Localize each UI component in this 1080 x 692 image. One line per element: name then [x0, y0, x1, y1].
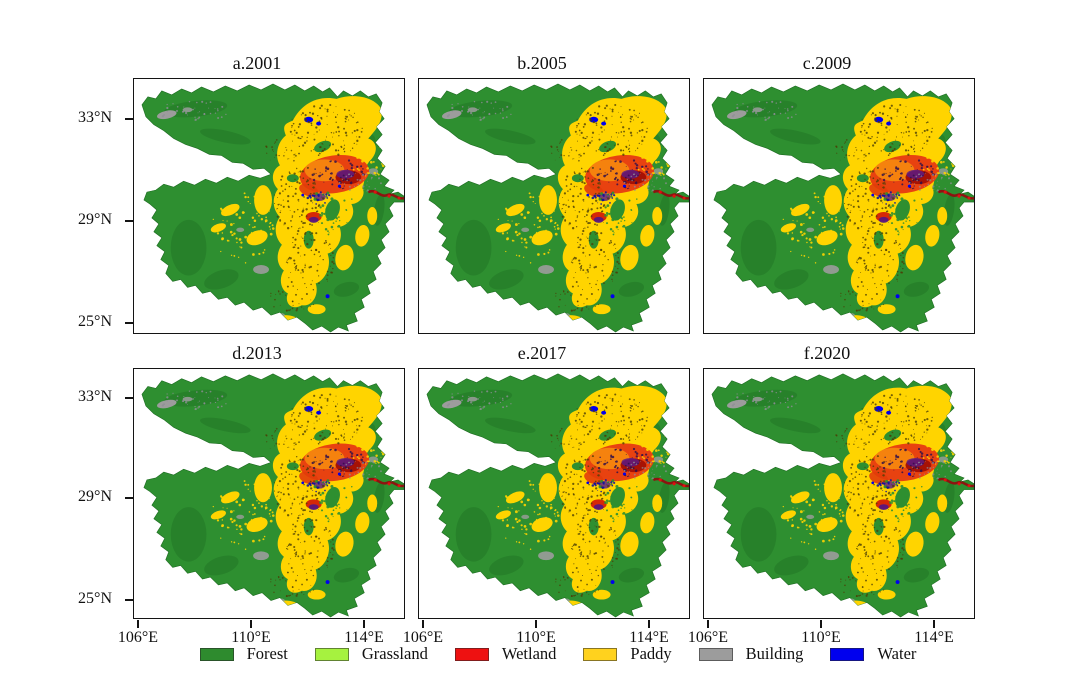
lat-tick-label: 33°N: [78, 109, 112, 126]
panel-title-a: a.2001: [232, 53, 282, 73]
lon-tick-label: 106°E: [687, 629, 729, 646]
lon-tick-label: 110°E: [231, 629, 271, 646]
legend-label: Paddy: [630, 644, 672, 663]
legend-label: Building: [745, 644, 804, 663]
legend-item-building: Building: [698, 644, 804, 663]
tick-mark: [137, 620, 139, 628]
tick-mark: [933, 620, 935, 628]
lat-tick-label: 29°N: [78, 211, 112, 228]
tick-mark: [125, 497, 133, 499]
lon-tick-label: 110°E: [801, 629, 841, 646]
tick-mark: [707, 620, 709, 628]
panel-title-d: d.2013: [232, 343, 282, 363]
panel-f: f.2020 106°E 110°E 114°E: [688, 343, 975, 646]
lon-tick-label: 106°E: [402, 629, 444, 646]
landcover-map-d: [134, 369, 404, 618]
lon-tick-label: 114°E: [629, 629, 669, 646]
legend-swatch-wetland: [454, 647, 489, 661]
lat-tick-label: 25°N: [78, 313, 112, 330]
legend-item-paddy: Paddy: [583, 644, 672, 663]
landcover-map-c: [704, 79, 974, 333]
tick-mark: [125, 118, 133, 120]
panel-title-e: e.2017: [517, 343, 567, 363]
legend-label: Water: [877, 644, 917, 663]
panel-b: b.2005: [418, 53, 690, 334]
legend-swatch-forest: [199, 647, 234, 661]
legend-item-water: Water: [830, 645, 916, 663]
panel-title-f: f.2020: [803, 343, 851, 363]
landcover-map-f: [704, 369, 974, 618]
legend-item-forest: Forest: [199, 644, 288, 663]
tick-mark: [648, 620, 650, 628]
legend-label: Grassland: [361, 644, 428, 663]
landcover-map-a: [134, 79, 404, 333]
legend-swatch-water: [830, 647, 865, 661]
tick-mark: [125, 220, 133, 222]
map-frame: [703, 368, 975, 619]
legend-item-grassland: Grassland: [314, 644, 428, 663]
map-frame: [133, 78, 405, 334]
tick-mark: [250, 620, 252, 628]
legend-item-wetland: Wetland: [454, 644, 557, 663]
landcover-map-e: [419, 369, 689, 618]
lon-tick-label: 114°E: [914, 629, 954, 646]
landcover-map-b: [419, 79, 689, 333]
legend-label: Forest: [246, 644, 288, 663]
map-frame: [418, 78, 690, 334]
panel-d: d.2013 33°N 29°N 25°N 106°E 110°E 114°E: [78, 343, 405, 646]
legend-swatch-paddy: [583, 647, 618, 661]
lat-tick-label: 25°N: [78, 590, 112, 607]
lat-tick-label: 29°N: [78, 488, 112, 505]
legend: Forest Grassland Wetland Paddy Building …: [18, 645, 1080, 663]
lon-tick-label: 106°E: [117, 629, 159, 646]
lat-tick-label: 33°N: [78, 388, 112, 405]
tick-mark: [125, 322, 133, 324]
lon-tick-label: 114°E: [344, 629, 384, 646]
lon-tick-label: 110°E: [516, 629, 556, 646]
panel-title-b: b.2005: [517, 53, 567, 73]
panel-title-c: c.2009: [802, 53, 852, 73]
map-frame: [418, 368, 690, 619]
tick-mark: [422, 620, 424, 628]
panel-a: a.2001 33°N 29°N 25°N: [78, 53, 405, 334]
panel-c: c.2009: [703, 53, 975, 334]
map-frame: [703, 78, 975, 334]
legend-swatch-building: [698, 647, 733, 661]
panel-e: e.2017 106°E 110°E 114°E: [403, 343, 690, 646]
tick-mark: [363, 620, 365, 628]
tick-mark: [125, 397, 133, 399]
tick-mark: [535, 620, 537, 628]
legend-swatch-grassland: [314, 647, 349, 661]
map-frame: [133, 368, 405, 619]
tick-mark: [125, 599, 133, 601]
legend-label: Wetland: [501, 644, 557, 663]
tick-mark: [820, 620, 822, 628]
